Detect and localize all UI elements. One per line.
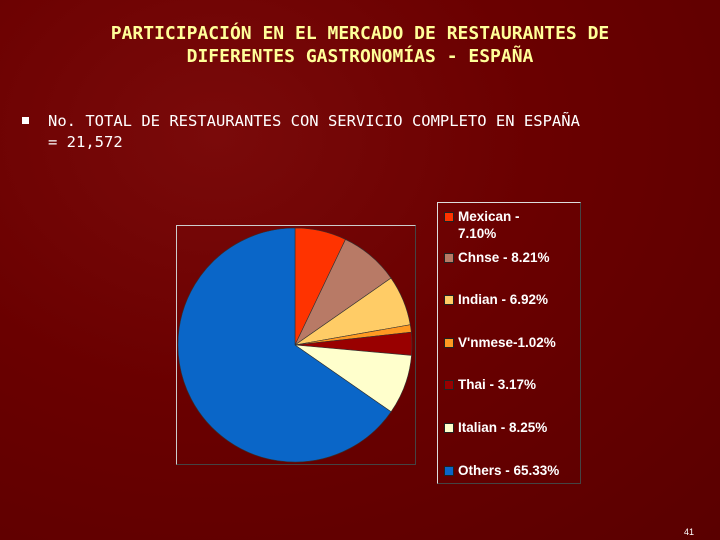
legend-swatch-0: [444, 212, 454, 222]
legend-label-line: Indian - 6.92%: [458, 292, 549, 307]
legend-label-line: Thai - 3.17%: [458, 377, 537, 392]
legend-label-1: Chnse - 8.21%: [458, 249, 580, 266]
pie-slice-6: [177, 227, 392, 463]
legend-label-5: Italian - 8.25%: [458, 419, 580, 436]
legend-label-6: Others - 65.33%: [458, 462, 580, 479]
legend-label-line: Others - 65.33%: [458, 463, 560, 478]
legend-swatch-2: [444, 295, 454, 305]
pie-chart-area: [176, 225, 416, 465]
legend-swatch-1: [444, 253, 454, 263]
slide-title-line-1: PARTICIPACIÓN EN EL MERCADO DE RESTAURAN…: [110, 23, 610, 44]
chart-legend: Mexican - 7.10% Chnse - 8.21% Indian - 6.92…: [437, 202, 581, 484]
legend-swatch-5: [444, 423, 454, 433]
pie-chart: [177, 227, 413, 463]
legend-label-line: Chnse - 8.21%: [458, 250, 550, 265]
legend-swatch-3: [444, 338, 454, 348]
legend-label-2: Indian - 6.92%: [458, 291, 580, 308]
legend-label-4: Thai - 3.17%: [458, 376, 580, 393]
slide-title: PARTICIPACIÓN EN EL MERCADO DE RESTAURAN…: [20, 22, 700, 68]
legend-label-line: Italian - 8.25%: [458, 420, 548, 435]
legend-label-0: Mexican - 7.10%: [458, 208, 580, 242]
legend-label-line: 7.10%: [458, 226, 497, 241]
legend-label-3: V'nmese-1.02%: [458, 334, 580, 351]
bullet-text-line-1: No. TOTAL DE RESTAURANTES CON SERVICIO C…: [48, 112, 580, 130]
slide-title-line-2: DIFERENTES GASTRONOMÍAS - ESPAÑA: [186, 46, 534, 67]
legend-swatch-4: [444, 380, 454, 390]
legend-label-line: V'nmese-1.02%: [458, 335, 556, 350]
page-number: 41: [684, 527, 695, 537]
legend-label-line: Mexican -: [458, 209, 520, 224]
bullet-text-line-2: = 21,572: [48, 133, 123, 151]
legend-swatch-6: [444, 466, 454, 476]
bullet-square-icon: [22, 117, 29, 124]
bullet-text: No. TOTAL DE RESTAURANTES CON SERVICIO C…: [48, 111, 708, 153]
